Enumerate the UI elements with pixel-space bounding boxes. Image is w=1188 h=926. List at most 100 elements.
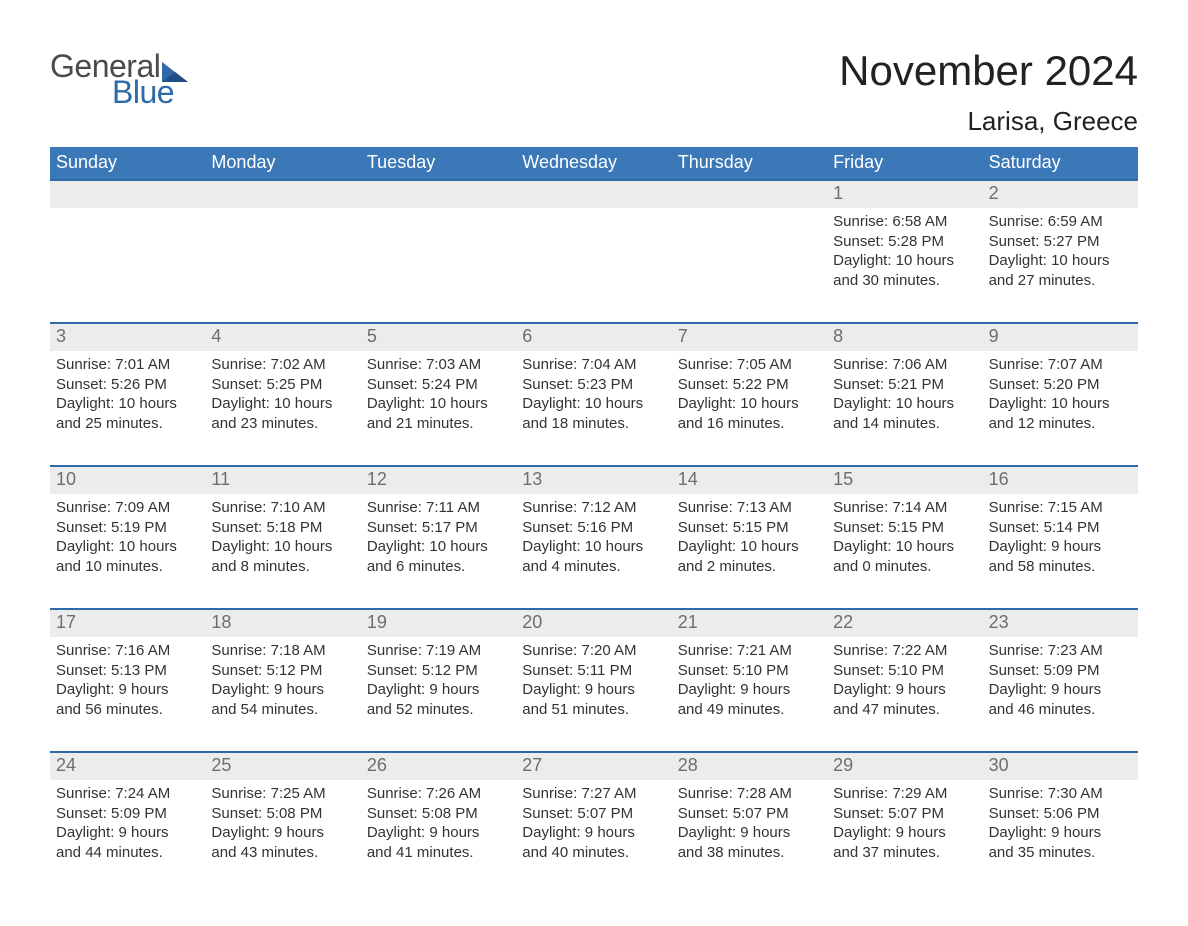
day-number bbox=[50, 181, 205, 208]
daylight-text-1: Daylight: 10 hours bbox=[678, 537, 821, 557]
day-details: Sunrise: 7:06 AMSunset: 5:21 PMDaylight:… bbox=[827, 351, 982, 433]
daylight-text-1: Daylight: 9 hours bbox=[833, 680, 976, 700]
daylight-text-2: and 23 minutes. bbox=[211, 414, 354, 434]
week-row: 17Sunrise: 7:16 AMSunset: 5:13 PMDayligh… bbox=[50, 608, 1138, 723]
sunrise-text: Sunrise: 7:12 AM bbox=[522, 498, 665, 518]
sunset-text: Sunset: 5:12 PM bbox=[211, 661, 354, 681]
day-details bbox=[516, 208, 671, 212]
weekday-header-row: Sunday Monday Tuesday Wednesday Thursday… bbox=[50, 147, 1138, 179]
logo-word-blue: Blue bbox=[112, 76, 188, 108]
daylight-text-2: and 44 minutes. bbox=[56, 843, 199, 863]
day-number: 16 bbox=[983, 467, 1138, 494]
day-number: 2 bbox=[983, 181, 1138, 208]
daylight-text-2: and 6 minutes. bbox=[367, 557, 510, 577]
day-cell: 3Sunrise: 7:01 AMSunset: 5:26 PMDaylight… bbox=[50, 324, 205, 437]
day-details: Sunrise: 7:16 AMSunset: 5:13 PMDaylight:… bbox=[50, 637, 205, 719]
sunset-text: Sunset: 5:22 PM bbox=[678, 375, 821, 395]
day-number: 10 bbox=[50, 467, 205, 494]
day-details: Sunrise: 7:26 AMSunset: 5:08 PMDaylight:… bbox=[361, 780, 516, 862]
day-number: 6 bbox=[516, 324, 671, 351]
daylight-text-2: and 0 minutes. bbox=[833, 557, 976, 577]
daylight-text-2: and 16 minutes. bbox=[678, 414, 821, 434]
sunset-text: Sunset: 5:20 PM bbox=[989, 375, 1132, 395]
daylight-text-1: Daylight: 9 hours bbox=[678, 823, 821, 843]
day-cell: 12Sunrise: 7:11 AMSunset: 5:17 PMDayligh… bbox=[361, 467, 516, 580]
daylight-text-1: Daylight: 9 hours bbox=[989, 823, 1132, 843]
week-spacer bbox=[50, 580, 1138, 608]
daylight-text-1: Daylight: 10 hours bbox=[833, 251, 976, 271]
day-cell: 15Sunrise: 7:14 AMSunset: 5:15 PMDayligh… bbox=[827, 467, 982, 580]
day-number: 1 bbox=[827, 181, 982, 208]
sunrise-text: Sunrise: 7:03 AM bbox=[367, 355, 510, 375]
daylight-text-1: Daylight: 10 hours bbox=[833, 394, 976, 414]
day-cell: 6Sunrise: 7:04 AMSunset: 5:23 PMDaylight… bbox=[516, 324, 671, 437]
day-number: 17 bbox=[50, 610, 205, 637]
sunset-text: Sunset: 5:08 PM bbox=[211, 804, 354, 824]
daylight-text-1: Daylight: 10 hours bbox=[522, 537, 665, 557]
day-details bbox=[50, 208, 205, 212]
sunrise-text: Sunrise: 7:18 AM bbox=[211, 641, 354, 661]
day-cell: 11Sunrise: 7:10 AMSunset: 5:18 PMDayligh… bbox=[205, 467, 360, 580]
sunrise-text: Sunrise: 7:22 AM bbox=[833, 641, 976, 661]
weekday-saturday: Saturday bbox=[983, 147, 1138, 179]
sunset-text: Sunset: 5:14 PM bbox=[989, 518, 1132, 538]
day-cell: 8Sunrise: 7:06 AMSunset: 5:21 PMDaylight… bbox=[827, 324, 982, 437]
day-cell: 19Sunrise: 7:19 AMSunset: 5:12 PMDayligh… bbox=[361, 610, 516, 723]
day-cell: 14Sunrise: 7:13 AMSunset: 5:15 PMDayligh… bbox=[672, 467, 827, 580]
day-number: 24 bbox=[50, 753, 205, 780]
daylight-text-2: and 37 minutes. bbox=[833, 843, 976, 863]
sunset-text: Sunset: 5:07 PM bbox=[678, 804, 821, 824]
weekday-wednesday: Wednesday bbox=[516, 147, 671, 179]
day-details: Sunrise: 7:12 AMSunset: 5:16 PMDaylight:… bbox=[516, 494, 671, 576]
sunset-text: Sunset: 5:15 PM bbox=[833, 518, 976, 538]
daylight-text-2: and 58 minutes. bbox=[989, 557, 1132, 577]
day-cell: 17Sunrise: 7:16 AMSunset: 5:13 PMDayligh… bbox=[50, 610, 205, 723]
daylight-text-1: Daylight: 9 hours bbox=[56, 823, 199, 843]
day-number: 15 bbox=[827, 467, 982, 494]
day-number: 5 bbox=[361, 324, 516, 351]
daylight-text-1: Daylight: 9 hours bbox=[522, 823, 665, 843]
day-cell: 9Sunrise: 7:07 AMSunset: 5:20 PMDaylight… bbox=[983, 324, 1138, 437]
day-number: 12 bbox=[361, 467, 516, 494]
sunset-text: Sunset: 5:07 PM bbox=[833, 804, 976, 824]
sunset-text: Sunset: 5:09 PM bbox=[989, 661, 1132, 681]
daylight-text-1: Daylight: 9 hours bbox=[211, 823, 354, 843]
daylight-text-2: and 30 minutes. bbox=[833, 271, 976, 291]
sunrise-text: Sunrise: 7:25 AM bbox=[211, 784, 354, 804]
day-details: Sunrise: 7:23 AMSunset: 5:09 PMDaylight:… bbox=[983, 637, 1138, 719]
sunrise-text: Sunrise: 7:15 AM bbox=[989, 498, 1132, 518]
day-number: 28 bbox=[672, 753, 827, 780]
day-details: Sunrise: 7:10 AMSunset: 5:18 PMDaylight:… bbox=[205, 494, 360, 576]
sunrise-text: Sunrise: 7:05 AM bbox=[678, 355, 821, 375]
sunset-text: Sunset: 5:08 PM bbox=[367, 804, 510, 824]
daylight-text-1: Daylight: 9 hours bbox=[989, 537, 1132, 557]
daylight-text-2: and 38 minutes. bbox=[678, 843, 821, 863]
day-number: 7 bbox=[672, 324, 827, 351]
day-cell: 28Sunrise: 7:28 AMSunset: 5:07 PMDayligh… bbox=[672, 753, 827, 866]
day-number: 13 bbox=[516, 467, 671, 494]
daylight-text-2: and 21 minutes. bbox=[367, 414, 510, 434]
sunset-text: Sunset: 5:18 PM bbox=[211, 518, 354, 538]
sunrise-text: Sunrise: 7:30 AM bbox=[989, 784, 1132, 804]
week-spacer bbox=[50, 437, 1138, 465]
daylight-text-1: Daylight: 10 hours bbox=[989, 394, 1132, 414]
sunset-text: Sunset: 5:28 PM bbox=[833, 232, 976, 252]
daylight-text-1: Daylight: 10 hours bbox=[678, 394, 821, 414]
daylight-text-2: and 47 minutes. bbox=[833, 700, 976, 720]
day-cell: 27Sunrise: 7:27 AMSunset: 5:07 PMDayligh… bbox=[516, 753, 671, 866]
day-details: Sunrise: 7:18 AMSunset: 5:12 PMDaylight:… bbox=[205, 637, 360, 719]
page: General Blue November 2024 Larisa, Greec… bbox=[0, 0, 1188, 926]
logo: General Blue bbox=[50, 50, 188, 108]
day-details: Sunrise: 7:13 AMSunset: 5:15 PMDaylight:… bbox=[672, 494, 827, 576]
daylight-text-2: and 52 minutes. bbox=[367, 700, 510, 720]
day-details: Sunrise: 7:22 AMSunset: 5:10 PMDaylight:… bbox=[827, 637, 982, 719]
day-cell: 10Sunrise: 7:09 AMSunset: 5:19 PMDayligh… bbox=[50, 467, 205, 580]
sunset-text: Sunset: 5:16 PM bbox=[522, 518, 665, 538]
sunset-text: Sunset: 5:09 PM bbox=[56, 804, 199, 824]
sunset-text: Sunset: 5:10 PM bbox=[833, 661, 976, 681]
week-row: 3Sunrise: 7:01 AMSunset: 5:26 PMDaylight… bbox=[50, 322, 1138, 437]
day-number: 21 bbox=[672, 610, 827, 637]
day-cell: 30Sunrise: 7:30 AMSunset: 5:06 PMDayligh… bbox=[983, 753, 1138, 866]
sunset-text: Sunset: 5:12 PM bbox=[367, 661, 510, 681]
week-row: 10Sunrise: 7:09 AMSunset: 5:19 PMDayligh… bbox=[50, 465, 1138, 580]
